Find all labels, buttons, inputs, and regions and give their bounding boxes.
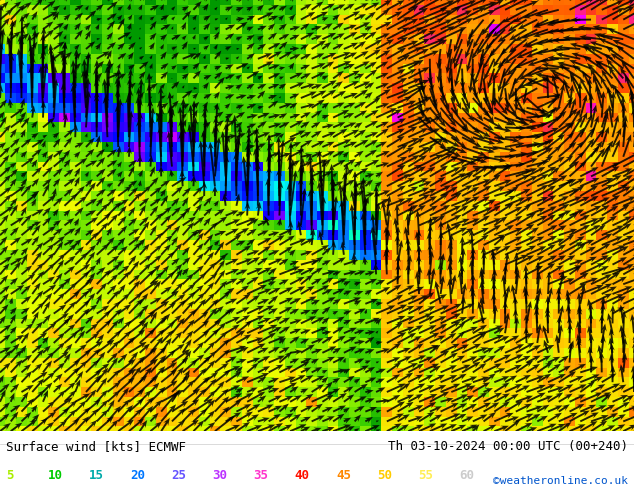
Text: Th 03-10-2024 00:00 UTC (00+240): Th 03-10-2024 00:00 UTC (00+240) xyxy=(387,440,628,453)
Text: 5: 5 xyxy=(6,469,14,482)
Text: 25: 25 xyxy=(171,469,186,482)
Text: 15: 15 xyxy=(89,469,104,482)
Text: 10: 10 xyxy=(48,469,63,482)
Text: 20: 20 xyxy=(130,469,145,482)
Text: 50: 50 xyxy=(377,469,392,482)
Text: 35: 35 xyxy=(254,469,269,482)
Text: 30: 30 xyxy=(212,469,228,482)
Text: 60: 60 xyxy=(460,469,475,482)
Text: 45: 45 xyxy=(336,469,351,482)
Text: ©weatheronline.co.uk: ©weatheronline.co.uk xyxy=(493,476,628,486)
Text: 40: 40 xyxy=(295,469,310,482)
Text: 55: 55 xyxy=(418,469,434,482)
Text: Surface wind [kts] ECMWF: Surface wind [kts] ECMWF xyxy=(6,440,186,453)
